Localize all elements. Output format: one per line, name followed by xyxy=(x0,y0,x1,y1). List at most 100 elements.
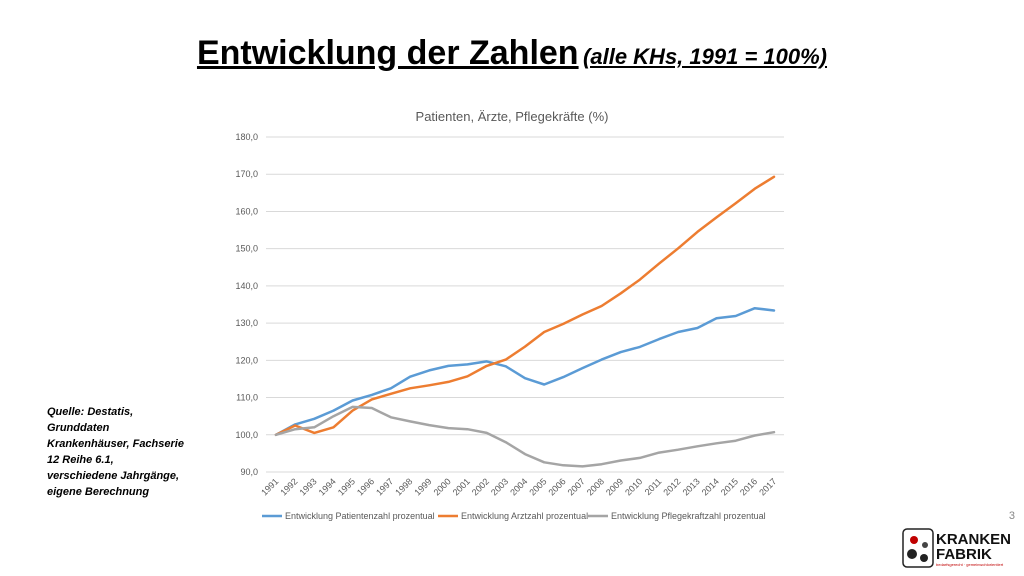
x-tick-label: 1994 xyxy=(317,476,338,497)
y-tick-label: 170,0 xyxy=(235,169,258,179)
data-point xyxy=(275,434,277,436)
data-point xyxy=(428,384,430,386)
data-point xyxy=(600,463,602,465)
x-tick-label: 1991 xyxy=(259,476,280,497)
x-tick-label: 2012 xyxy=(661,476,682,497)
data-point xyxy=(715,216,717,218)
data-point xyxy=(466,375,468,377)
y-tick-label: 180,0 xyxy=(235,132,258,142)
data-point xyxy=(715,317,717,319)
data-point xyxy=(620,459,622,461)
data-point xyxy=(409,387,411,389)
data-point xyxy=(754,307,756,309)
y-tick-label: 160,0 xyxy=(235,206,258,216)
data-point xyxy=(371,398,373,400)
data-point xyxy=(581,465,583,467)
y-tick-label: 110,0 xyxy=(236,393,258,403)
data-point xyxy=(505,441,507,443)
slide-title-sub: (alle KHs, 1991 = 100%) xyxy=(583,44,828,69)
data-point xyxy=(639,278,641,280)
data-point xyxy=(543,461,545,463)
data-point xyxy=(485,432,487,434)
data-point xyxy=(466,363,468,365)
data-point xyxy=(620,351,622,353)
page-number: 3 xyxy=(1008,510,1015,522)
x-tick-label: 2016 xyxy=(738,476,759,497)
logo-text-fabrik: FABRIK xyxy=(936,546,992,563)
series-line-2 xyxy=(274,175,776,437)
data-point xyxy=(524,453,526,455)
data-point xyxy=(390,387,392,389)
x-tick-label: 2003 xyxy=(489,476,510,497)
x-tick-label: 2000 xyxy=(432,476,453,497)
chart-title: Patienten, Ärzte, Pflegekräfte (%) xyxy=(416,109,609,124)
x-tick-label: 1993 xyxy=(297,476,318,497)
y-tick-label: 150,0 xyxy=(235,244,258,254)
data-point xyxy=(639,346,641,348)
data-point xyxy=(734,202,736,204)
data-point xyxy=(409,420,411,422)
data-point xyxy=(485,360,487,362)
x-tick-label: 1995 xyxy=(336,476,357,497)
data-point xyxy=(390,393,392,395)
legend-label: Entwicklung Arztzahl prozentual xyxy=(461,511,588,521)
data-point xyxy=(505,365,507,367)
x-tick-label: 2010 xyxy=(623,476,644,497)
data-point xyxy=(639,457,641,459)
data-point xyxy=(313,432,315,434)
x-tick-label: 2008 xyxy=(585,476,606,497)
data-point xyxy=(658,451,660,453)
krankenfabrik-logo: KRANKEN FABRIK bedarfsgerecht · gemeinwo… xyxy=(902,528,1011,568)
data-point xyxy=(773,309,775,311)
y-tick-label: 120,0 xyxy=(235,355,258,365)
data-point xyxy=(581,367,583,369)
logo-text-kranken: KRANKEN xyxy=(936,531,1011,548)
x-tick-label: 2002 xyxy=(470,476,491,497)
data-point xyxy=(677,448,679,450)
slide-title: Entwicklung der Zahlen (alle KHs, 1991 =… xyxy=(0,34,1024,73)
data-point xyxy=(677,247,679,249)
data-point xyxy=(620,292,622,294)
legend-label: Entwicklung Pflegekraftzahl prozentual xyxy=(611,511,766,521)
y-tick-label: 140,0 xyxy=(235,281,258,291)
x-tick-label: 2001 xyxy=(451,476,472,497)
data-point xyxy=(505,358,507,360)
data-point xyxy=(677,331,679,333)
data-point xyxy=(734,440,736,442)
x-tick-label: 2007 xyxy=(566,476,587,497)
data-point xyxy=(581,313,583,315)
y-tick-label: 90,0 xyxy=(240,467,258,477)
data-point xyxy=(294,424,296,426)
data-point xyxy=(371,394,373,396)
data-point xyxy=(773,176,775,178)
legend-label: Entwicklung Patientenzahl prozentual xyxy=(285,511,435,521)
series-line-1 xyxy=(274,306,776,437)
x-tick-label: 2005 xyxy=(527,476,548,497)
data-point xyxy=(562,464,564,466)
x-tick-label: 1997 xyxy=(374,476,395,497)
x-tick-label: 2017 xyxy=(757,476,778,497)
series-line-3 xyxy=(274,405,776,468)
source-note: Quelle: Destatis, Grunddaten Krankenhäus… xyxy=(47,406,184,498)
x-tick-label: 2013 xyxy=(681,476,702,497)
data-point xyxy=(658,338,660,340)
data-point xyxy=(485,365,487,367)
data-point xyxy=(409,376,411,378)
data-point xyxy=(428,424,430,426)
x-tick-label: 1999 xyxy=(412,476,433,497)
data-point xyxy=(773,431,775,433)
data-point xyxy=(351,399,353,401)
data-point xyxy=(447,381,449,383)
data-point xyxy=(754,188,756,190)
data-point xyxy=(332,409,334,411)
x-tick-label: 2004 xyxy=(508,476,529,497)
data-point xyxy=(466,428,468,430)
data-point xyxy=(734,315,736,317)
y-tick-label: 130,0 xyxy=(235,318,258,328)
logo-tagline: bedarfsgerecht · gemeinwohlorientiert xyxy=(936,562,1004,567)
data-point xyxy=(696,231,698,233)
data-point xyxy=(696,327,698,329)
data-point xyxy=(447,365,449,367)
data-point xyxy=(524,345,526,347)
